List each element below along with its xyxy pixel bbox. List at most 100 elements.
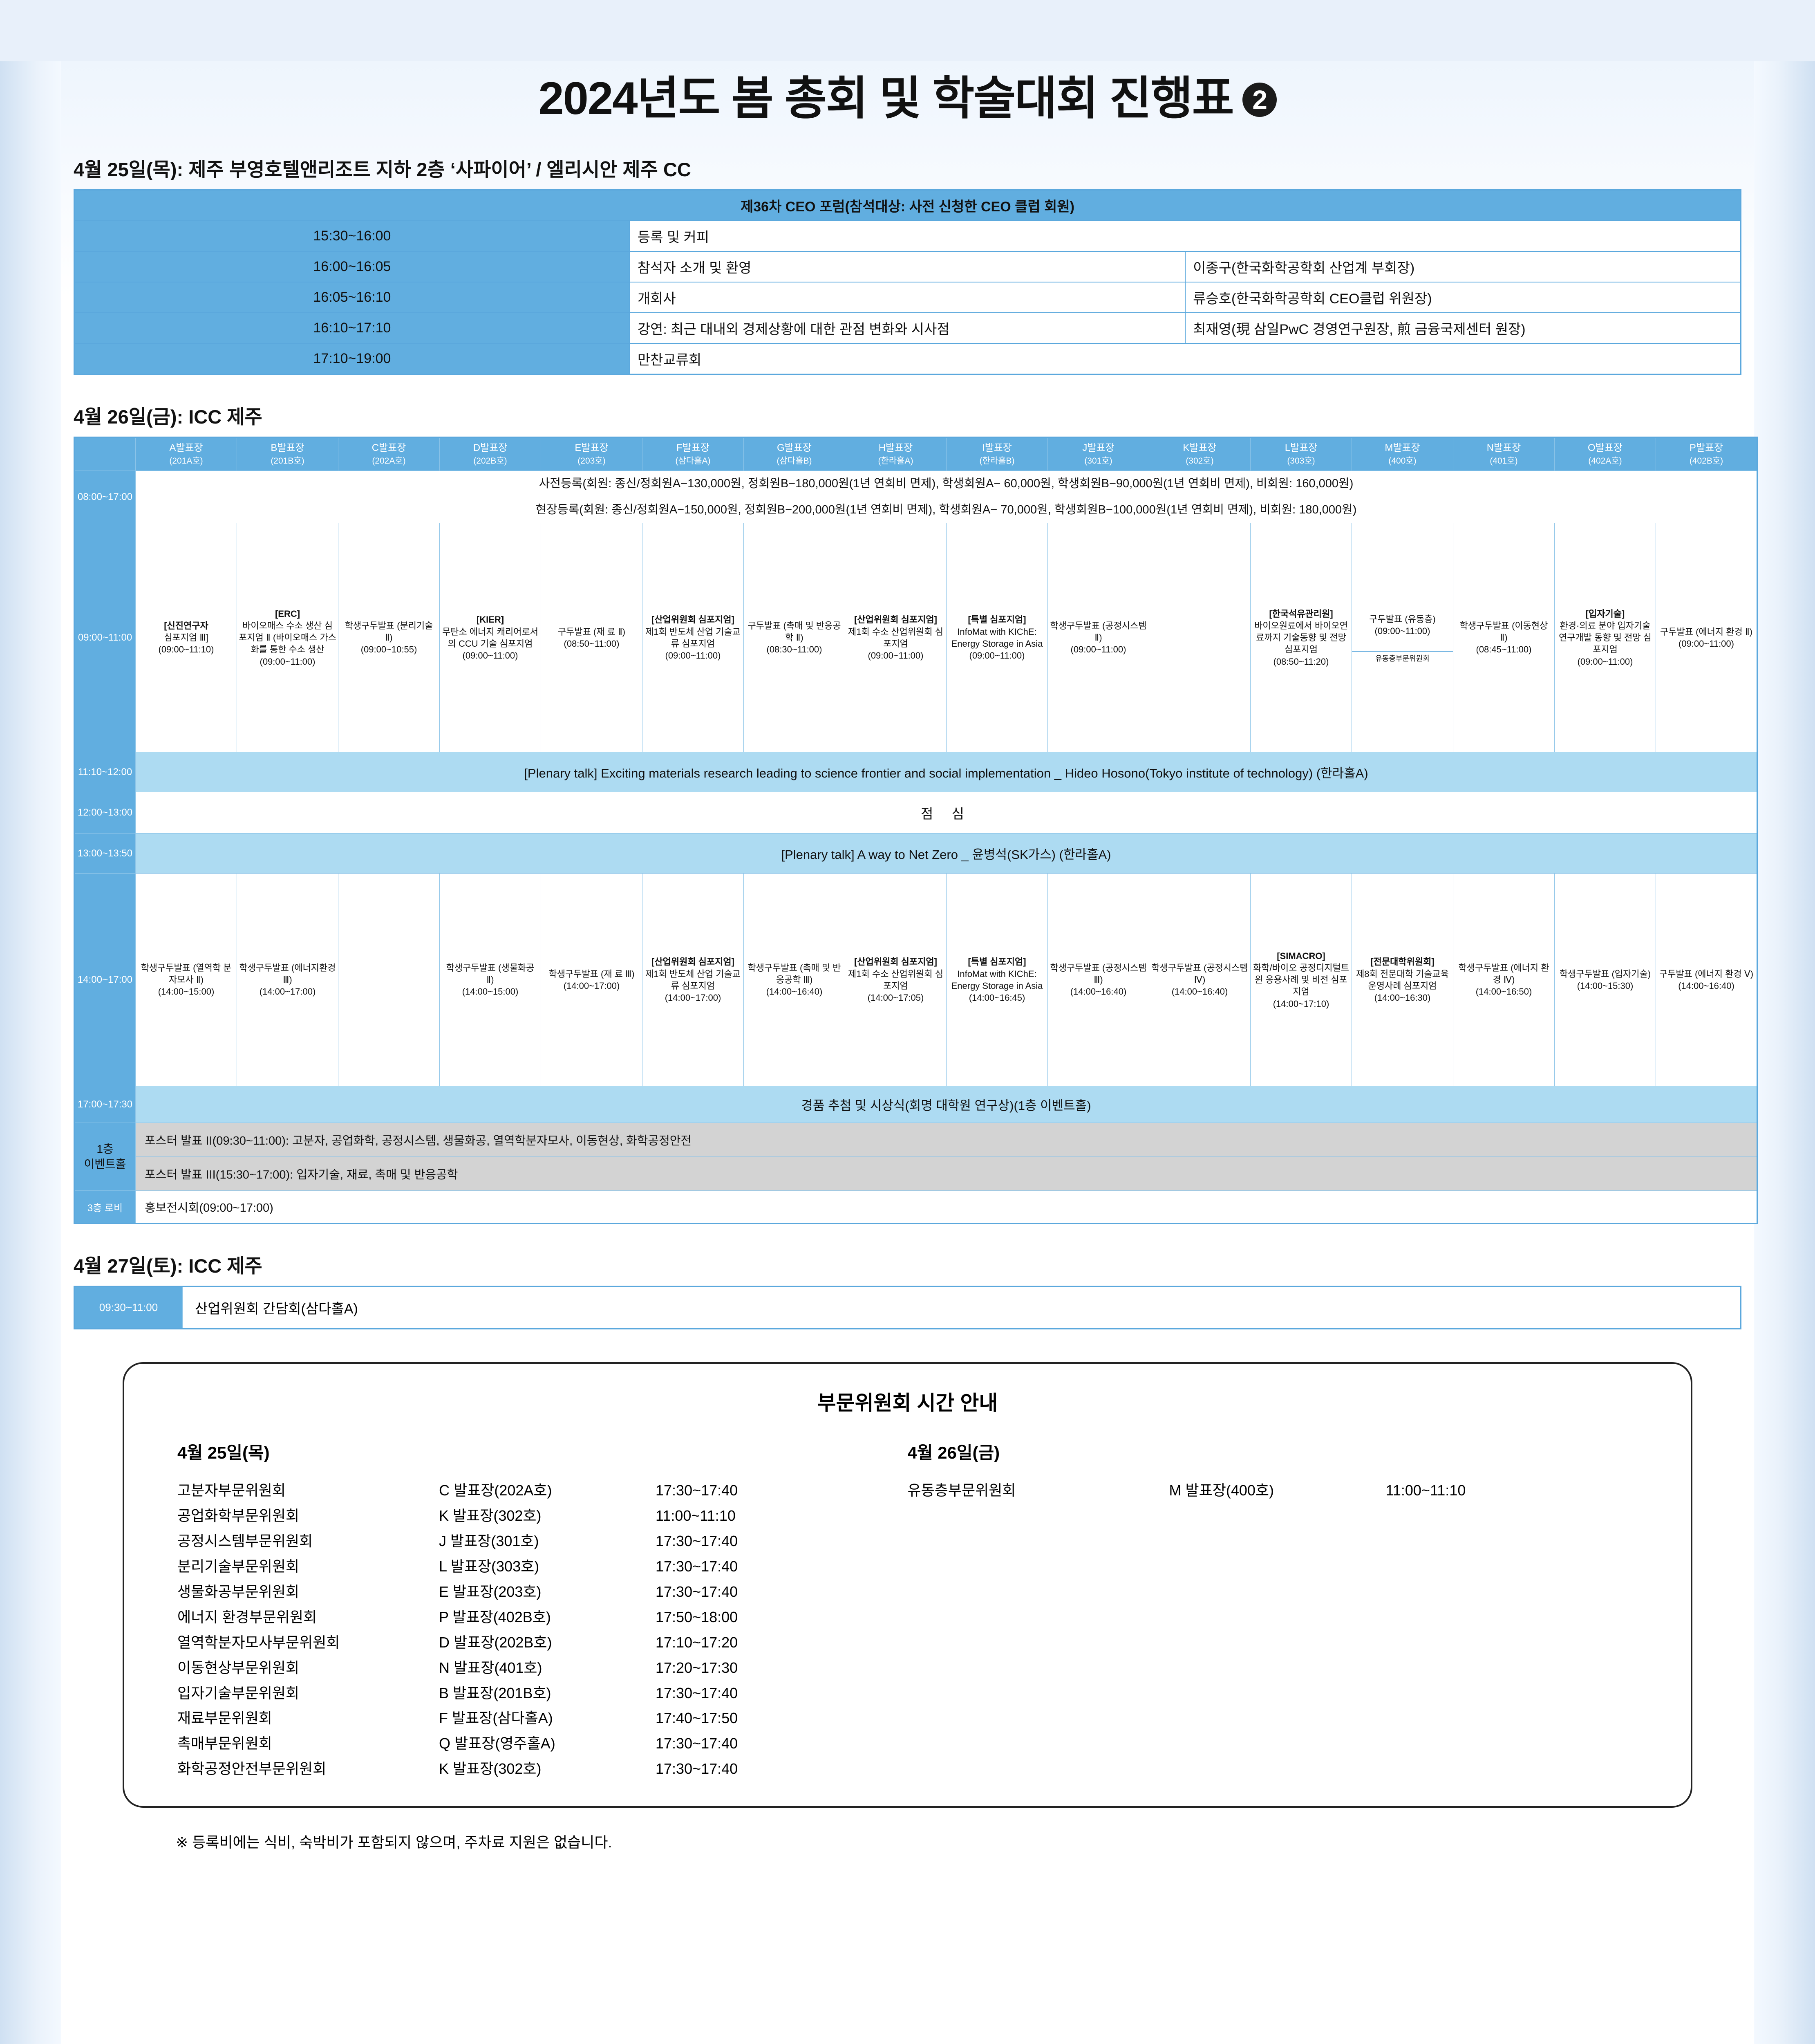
morning-session-row: 09:00~11:00 [신진연구자 심포지엄 Ⅲ] (09:00~11:10) [… bbox=[74, 523, 1757, 753]
plenary1-row: 11:10~12:00 [Plenary talk] Exciting mate… bbox=[74, 752, 1757, 793]
session-cell-j: 학생구두발표 (공정시스템 Ⅱ) (09:00~11:00) bbox=[1047, 523, 1149, 753]
event-hall-label: 1층 이벤트홀 bbox=[74, 1123, 136, 1191]
list-item: 촉매부문위원회 Q 발표장(영주홀A) 17:30~17:40 bbox=[177, 1735, 738, 1752]
hall-header-h: H발표장 (한라홀A) bbox=[845, 437, 947, 471]
list-item: 이동현상부문위원회 N 발표장(401호) 17:20~17:30 bbox=[177, 1659, 738, 1676]
session-cell-p: 구두발표 (에너지 환경 Ⅱ) (09:00~11:00) bbox=[1656, 523, 1757, 753]
session-cell-o2: 학생구두발표 (입자기술) (14:00~15:30) bbox=[1554, 873, 1656, 1087]
session-cell-d2: 학생구두발표 (생물화공 Ⅱ) (14:00~15:00) bbox=[439, 873, 541, 1087]
ceo-time: 15:30~16:00 bbox=[74, 220, 630, 252]
plenary1-time: 11:10~12:00 bbox=[74, 752, 136, 793]
registration-row-2: 현장등록(회원: 종신/정회원A−150,000원, 정회원B−200,000원… bbox=[74, 497, 1757, 524]
hall-header-b: B발표장 (201B호) bbox=[237, 437, 338, 471]
table-row: 16:10~17:10 강연: 최근 대내외 경제상황에 대한 관점 변화와 시… bbox=[74, 312, 1741, 344]
session-cell-k bbox=[1149, 523, 1251, 753]
session-cell-e: 구두발표 (재 료 Ⅱ) (08:50~11:00) bbox=[541, 523, 642, 753]
list-item: 화학공정안전부문위원회 K 발표장(302호) 17:30~17:40 bbox=[177, 1760, 738, 1777]
award-row: 17:00~17:30 경품 추첨 및 시상식(회명 대학원 연구상)(1층 이… bbox=[74, 1086, 1757, 1123]
hall-header-c: C발표장 (202A호) bbox=[338, 437, 440, 471]
list-item: 재료부문위원회 F 발표장(삼다홀A) 17:40~17:50 bbox=[177, 1710, 738, 1727]
plenary1-text: [Plenary talk] Exciting materials resear… bbox=[135, 752, 1757, 793]
table-row: 16:05~16:10 개회사 류승호(한국화학공학회 CEO클럽 위원장) bbox=[74, 282, 1741, 313]
hall-header-o: O발표장 (402A호) bbox=[1554, 437, 1656, 471]
session-cell-h2: [산업위원회 심포지엄] 제1회 수소 산업위원회 심포지엄 (14:00~17:0… bbox=[845, 873, 947, 1087]
session-cell-l2: [SIMACRO] 화학/바이오 공정디지털트윈 응용사례 및 비전 심포지엄 (1… bbox=[1250, 873, 1352, 1087]
session-cell-c2 bbox=[338, 873, 440, 1087]
session-cell-g: 구두발표 (촉매 및 반응공학 Ⅱ) (08:30~11:00) bbox=[743, 523, 845, 753]
session-cell-n: 학생구두발표 (이동현상 Ⅱ) (08:45~11:00) bbox=[1453, 523, 1555, 753]
schedule-header-row: A발표장 (201A호) B발표장 (201B호) C발표장 (202A호) D발표장… bbox=[74, 437, 1757, 471]
table-row: 제36차 CEO 포럼(참석대상: 사전 신청한 CEO 클럽 회원) bbox=[74, 189, 1741, 221]
day2-schedule-table: A발표장 (201A호) B발표장 (201B호) C발표장 (202A호) D발표장… bbox=[74, 437, 1758, 1224]
afternoon-time: 14:00~17:00 bbox=[74, 873, 136, 1087]
hall-header-k: K발표장 (302호) bbox=[1149, 437, 1251, 471]
lunch-time: 12:00~13:00 bbox=[74, 792, 136, 834]
subcommittee-note: 유동층부문위원회 bbox=[1352, 651, 1453, 666]
session-cell-e2: 학생구두발표 (재 료 Ⅲ) (14:00~17:00) bbox=[541, 873, 642, 1087]
registration-row: 08:00~17:00 사전등록(회원: 종신/정회원A−130,000원, 정… bbox=[74, 471, 1757, 524]
plenary2-text: [Plenary talk] A way to Net Zero _ 윤병석(S… bbox=[135, 833, 1757, 874]
pre-registration-fee: 사전등록(회원: 종신/정회원A−130,000원, 정회원B−180,000원… bbox=[135, 471, 1757, 497]
ceo-speaker: 이종구(한국화학공학회 산업계 부회장) bbox=[1185, 251, 1741, 282]
onsite-registration-fee: 현장등록(회원: 종신/정회원A−150,000원, 정회원B−200,000원… bbox=[135, 497, 1757, 524]
hall-header-l: L발표장 (303호) bbox=[1250, 437, 1352, 471]
lobby-row: 3층 로비 홍보전시회(09:00~17:00) bbox=[74, 1190, 1757, 1224]
session-cell-j2: 학생구두발표 (공정시스템 Ⅲ) (14:00~16:40) bbox=[1047, 873, 1149, 1087]
session-cell-o: [입자기술] 환경·의료 분야 입자기술 연구개발 동향 및 전망 심포지엄 (09… bbox=[1554, 523, 1656, 753]
lunch-text: 점 심 bbox=[135, 792, 1757, 834]
ceo-time: 16:05~16:10 bbox=[74, 282, 630, 313]
committee-columns: 4월 25일(목) 고분자부문위원회 C 발표장(202A호) 17:30~17:4… bbox=[124, 1439, 1691, 1782]
ceo-program: 등록 및 커피 bbox=[629, 220, 1741, 252]
session-cell-h: [산업위원회 심포지엄] 제1회 수소 산업위원회 심포지엄 (09:00~11:0… bbox=[845, 523, 947, 753]
day1-heading: 4월 25일(목): 제주 부영호텔앤리조트 지하 2층 ‘사파이어’ / 엘리… bbox=[74, 159, 691, 180]
hall-header-f: F발표장 (삼다홀A) bbox=[642, 437, 744, 471]
day3-time: 09:30~11:00 bbox=[74, 1286, 183, 1329]
background-right-strip bbox=[1754, 61, 1815, 2044]
award-text: 경품 추첨 및 시상식(회명 대학원 연구상)(1층 이벤트홀) bbox=[135, 1086, 1757, 1123]
session-cell-b: [ERC] 바이오매스 수소 생산 심포지엄 Ⅱ (바이오매스 가스화를 통한 수… bbox=[237, 523, 338, 753]
hall-header-d: D발표장 (202B호) bbox=[439, 437, 541, 471]
morning-time: 09:00~11:00 bbox=[74, 523, 136, 753]
day2-heading: 4월 26일(금): ICC 제주 bbox=[74, 406, 262, 428]
session-cell-m2: [전문대학위원회] 제8회 전문대학 기술교육 운영사례 심포지엄 (14:00~1… bbox=[1352, 873, 1453, 1087]
session-cell-f2: [산업위원회 심포지엄] 제1회 반도체 산업 기술교류 심포지엄 (14:00~1… bbox=[642, 873, 744, 1087]
poster3-row: 포스터 발표 III(15:30~17:00): 입자기술, 재료, 촉매 및 … bbox=[74, 1156, 1757, 1191]
list-item: 입자기술부문위원회 B 발표장(201B호) 17:30~17:40 bbox=[177, 1684, 738, 1701]
ceo-speaker: 최재영(現 삼일PwC 경영연구원장, 煎 금융국제센터 원장) bbox=[1185, 312, 1741, 344]
ceo-forum-title: 제36차 CEO 포럼(참석대상: 사전 신청한 CEO 클럽 회원) bbox=[74, 189, 1741, 221]
committee-date-2: 4월 26일(금) bbox=[907, 1443, 1000, 1463]
list-item: 생물화공부문위원회 E 발표장(203호) 17:30~17:40 bbox=[177, 1583, 738, 1600]
table-row: 09:30~11:00 산업위원회 간담회(삼다홀A) bbox=[74, 1286, 1741, 1329]
award-time: 17:00~17:30 bbox=[74, 1086, 136, 1123]
committee-column-apr25: 4월 25일(목) 고분자부문위원회 C 발표장(202A호) 17:30~17:4… bbox=[177, 1439, 908, 1782]
page-number-badge: 2 bbox=[1242, 83, 1277, 117]
lobby-text: 홍보전시회(09:00~17:00) bbox=[135, 1190, 1757, 1224]
ceo-speaker: 류승호(한국화학공학회 CEO클럽 위원장) bbox=[1185, 282, 1741, 313]
list-item: 공정시스템부문위원회 J 발표장(301호) 17:30~17:40 bbox=[177, 1533, 738, 1550]
list-item: 고분자부문위원회 C 발표장(202A호) 17:30~17:40 bbox=[177, 1482, 738, 1499]
ceo-program: 강연: 최근 대내외 경제상황에 대한 관점 변화와 시사점 bbox=[629, 312, 1186, 344]
ceo-program: 참석자 소개 및 환영 bbox=[629, 251, 1186, 282]
session-cell-l: [한국석유관리원] 바이오원료에서 바이오연료까지 기술동향 및 전망 심포지엄(… bbox=[1250, 523, 1352, 753]
list-item: 에너지 환경부문위원회 P 발표장(402B호) 17:50~18:00 bbox=[177, 1608, 738, 1625]
committee-column-apr26: 4월 26일(금) 유동층부문위원회 M 발표장(400호) 11:00~11:10 bbox=[908, 1439, 1638, 1782]
hall-header-g: G발표장 (삼다홀B) bbox=[743, 437, 845, 471]
page-title: 2024년도 봄 총회 및 학술대회 진행표 2 bbox=[74, 61, 1741, 128]
poster-session-2: 포스터 발표 II(09:30~11:00): 고분자, 공업화학, 공정시스템… bbox=[135, 1123, 1757, 1157]
session-cell-d: [KIER] 무탄소 에너지 캐리어로서의 CCU 기술 심포지엄 (09:00~1… bbox=[439, 523, 541, 753]
ceo-time: 16:10~17:10 bbox=[74, 312, 630, 344]
page-content: 2024년도 봄 총회 및 학술대회 진행표 2 4월 25일(목): 제주 부영… bbox=[0, 61, 1815, 1852]
session-cell-a2: 학생구두발표 (열역학 분자모사 Ⅱ) (14:00~15:00) bbox=[135, 873, 237, 1087]
registration-time: 08:00~17:00 bbox=[74, 471, 136, 524]
session-cell-p2: 구두발표 (에너지 환경 Ⅴ) (14:00~16:40) bbox=[1656, 873, 1757, 1087]
committee-date-1: 4월 25일(목) bbox=[177, 1443, 270, 1463]
poster-session-3: 포스터 발표 III(15:30~17:00): 입자기술, 재료, 촉매 및 … bbox=[135, 1156, 1757, 1191]
hall-header-n: N발표장 (401호) bbox=[1453, 437, 1555, 471]
session-cell-n2: 학생구두발표 (에너지 환경 Ⅳ) (14:00~16:50) bbox=[1453, 873, 1555, 1087]
session-cell-a: [신진연구자 심포지엄 Ⅲ] (09:00~11:10) bbox=[135, 523, 237, 753]
day3-schedule-table: 09:30~11:00 산업위원회 간담회(삼다홀A) bbox=[74, 1286, 1741, 1330]
hall-header-j: J발표장 (301호) bbox=[1047, 437, 1149, 471]
committee-title: 부문위원회 시간 안내 bbox=[817, 1392, 998, 1415]
day3-text: 산업위원회 간담회(삼다홀A) bbox=[182, 1286, 1741, 1329]
session-cell-c: 학생구두발표 (분리기술 Ⅱ) (09:00~10:55) bbox=[338, 523, 440, 753]
